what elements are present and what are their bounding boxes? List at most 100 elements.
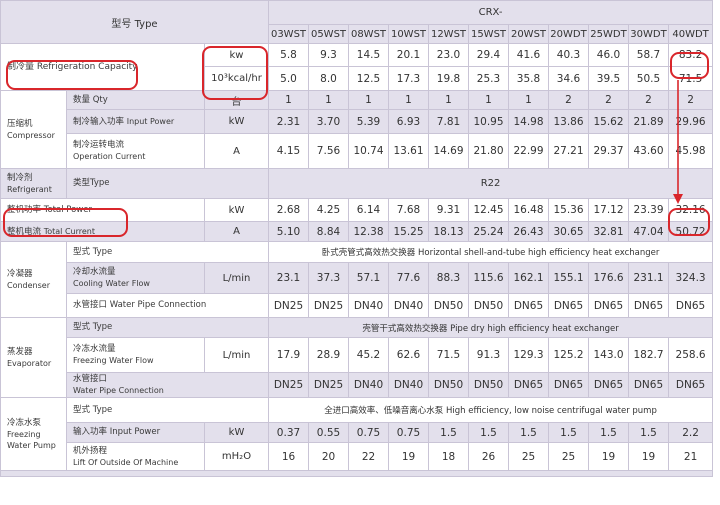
pump-type-value: 全进口高效率、低噪音离心水泵 High efficiency, low nois… bbox=[267, 397, 714, 423]
evaporator-type-value: 壳管干式高效热交换器 Pipe dry high efficiency heat… bbox=[267, 317, 714, 338]
model-column-header: 25WDT bbox=[588, 24, 629, 44]
compressor-input-power-cell: 2.31 bbox=[268, 109, 309, 134]
total-current-cell: 32.81 bbox=[588, 221, 629, 242]
condenser-pipe-cell: DN40 bbox=[348, 293, 389, 318]
total-current-cell: 26.43 bbox=[508, 221, 549, 242]
evaporator-pipe-cell: DN40 bbox=[348, 372, 389, 398]
compressor-input-power-cell: 13.86 bbox=[548, 109, 589, 134]
total-current-zh: 整机电流 bbox=[7, 226, 42, 237]
evaporator-pipe-label: 水管接口 Water Pipe Connection bbox=[66, 372, 269, 398]
refrigeration-capacity-label: 制冷量 Refrigeration Capacity bbox=[0, 43, 205, 91]
pump-lift-cell: 22 bbox=[348, 442, 389, 471]
model-column-header: 05WST bbox=[308, 24, 349, 44]
model-column-header: 20WST bbox=[508, 24, 549, 44]
capacity-kw-cell: 41.6 bbox=[508, 43, 549, 67]
total-power-unit: kW bbox=[204, 198, 269, 222]
capacity-kw-cell: 58.7 bbox=[628, 43, 669, 67]
evaporator-pipe-cell: DN25 bbox=[268, 372, 309, 398]
freezing-water-flow-cell: 17.9 bbox=[268, 337, 309, 373]
total-power-cell: 7.68 bbox=[388, 198, 429, 222]
evaporator-pipe-cell: DN65 bbox=[588, 372, 629, 398]
freezing-water-flow-cell: 91.3 bbox=[468, 337, 509, 373]
condenser-pipe-cell: DN50 bbox=[428, 293, 469, 318]
operation-current-cell: 14.69 bbox=[428, 133, 469, 169]
model-column-header: 03WST bbox=[268, 24, 309, 44]
compressor-input-power-cell: 10.95 bbox=[468, 109, 509, 134]
operation-current-cell: 43.60 bbox=[628, 133, 669, 169]
freezing-water-flow-cell: 62.6 bbox=[388, 337, 429, 373]
freezing-water-flow-cell: 182.7 bbox=[628, 337, 669, 373]
capacity-kcal-cell: 17.3 bbox=[388, 66, 429, 91]
cooling-water-flow-cell: 37.3 bbox=[308, 262, 349, 294]
pump-zh: 冷冻水泵 bbox=[7, 417, 42, 428]
capacity-kcal-cell: 35.8 bbox=[508, 66, 549, 91]
highlight-capacity-label bbox=[6, 60, 138, 90]
total-current-cell: 30.65 bbox=[548, 221, 589, 242]
operation-current-cell: 21.80 bbox=[468, 133, 509, 169]
cooling-water-flow-cell: 324.3 bbox=[667, 262, 714, 294]
pump-lift-label: 机外扬程 Lift Of Outside Of Machine bbox=[66, 442, 205, 471]
total-current-cell: 15.25 bbox=[388, 221, 429, 242]
total-power-cell: 16.48 bbox=[508, 198, 549, 222]
model-column-header: 30WDT bbox=[628, 24, 669, 44]
compressor-qty-cell: 2 bbox=[628, 90, 669, 110]
pump-lift-cell: 25 bbox=[508, 442, 549, 471]
pump-en-1: Freezing bbox=[7, 429, 41, 439]
capacity-kcal-cell: 25.3 bbox=[468, 66, 509, 91]
pump-input-power-cell: 2.2 bbox=[667, 422, 714, 443]
highlight-total-power-40wdt bbox=[668, 208, 710, 236]
pump-input-power-cell: 1.5 bbox=[588, 422, 629, 443]
total-current-cell: 5.10 bbox=[268, 221, 309, 242]
cooling-water-flow-unit: L/min bbox=[204, 262, 269, 294]
total-power-cell: 4.25 bbox=[308, 198, 349, 222]
compressor-qty-cell: 1 bbox=[428, 90, 469, 110]
cooling-water-flow-cell: 57.1 bbox=[348, 262, 389, 294]
evaporator-pipe-cell: DN65 bbox=[628, 372, 669, 398]
pump-group-label: 冷冻水泵 Freezing Water Pump bbox=[0, 397, 67, 471]
pump-lift-cell: 16 bbox=[268, 442, 309, 471]
evaporator-zh: 蒸发器 bbox=[7, 346, 33, 357]
condenser-en: Condenser bbox=[7, 280, 50, 290]
evaporator-pipe-cell: DN40 bbox=[388, 372, 429, 398]
compressor-qty-cell: 1 bbox=[348, 90, 389, 110]
pump-input-power-cell: 1.5 bbox=[548, 422, 589, 443]
total-power-cell: 2.68 bbox=[268, 198, 309, 222]
pump-input-power-cell: 0.75 bbox=[348, 422, 389, 443]
freezing-water-flow-zh: 冷冻水流量 bbox=[73, 344, 116, 354]
table-footer-strip bbox=[0, 470, 714, 477]
compressor-qty-cell: 1 bbox=[268, 90, 309, 110]
operation-current-cell: 4.15 bbox=[268, 133, 309, 169]
total-current-cell: 12.38 bbox=[348, 221, 389, 242]
compressor-qty-cell: 2 bbox=[548, 90, 589, 110]
refrigerant-zh: 制冷剂 bbox=[7, 172, 33, 183]
cooling-water-flow-cell: 231.1 bbox=[628, 262, 669, 294]
compressor-en: Compressor bbox=[7, 130, 55, 140]
condenser-pipe-cell: DN65 bbox=[667, 293, 714, 318]
model-column-header: 12WST bbox=[428, 24, 469, 44]
compressor-qty-cell: 2 bbox=[588, 90, 629, 110]
compressor-input-power-cell: 21.89 bbox=[628, 109, 669, 134]
total-current-cell: 50.72 bbox=[667, 221, 714, 242]
capacity-kw-cell: 9.3 bbox=[308, 43, 349, 67]
total-current-cell: 47.04 bbox=[628, 221, 669, 242]
evaporator-pipe-cell: DN50 bbox=[468, 372, 509, 398]
total-current-en: Total Current bbox=[43, 226, 95, 236]
capacity-kcal-cell: 19.8 bbox=[428, 66, 469, 91]
pump-input-power-cell: 1.5 bbox=[468, 422, 509, 443]
operation-current-cell: 22.99 bbox=[508, 133, 549, 169]
compressor-input-power-cell: 5.39 bbox=[348, 109, 389, 134]
operation-current-cell: 29.37 bbox=[588, 133, 629, 169]
compressor-group-label: 压缩机 Compressor bbox=[0, 90, 67, 169]
freezing-water-flow-cell: 45.2 bbox=[348, 337, 389, 373]
evaporator-pipe-zh: 水管接口 bbox=[73, 374, 108, 384]
refrigerant-en: Refrigerant bbox=[7, 184, 52, 194]
cooling-water-flow-cell: 88.3 bbox=[428, 262, 469, 294]
operation-current-cell: 10.74 bbox=[348, 133, 389, 169]
operation-current-cell: 13.61 bbox=[388, 133, 429, 169]
total-current-cell: 18.13 bbox=[428, 221, 469, 242]
compressor-qty-cell: 1 bbox=[468, 90, 509, 110]
freezing-water-flow-label: 冷冻水流量 Freezing Water Flow bbox=[66, 337, 205, 373]
condenser-pipe-cell: DN65 bbox=[628, 293, 669, 318]
cooling-water-flow-cell: 162.1 bbox=[508, 262, 549, 294]
refrigerant-type-value: R22 bbox=[267, 168, 714, 199]
